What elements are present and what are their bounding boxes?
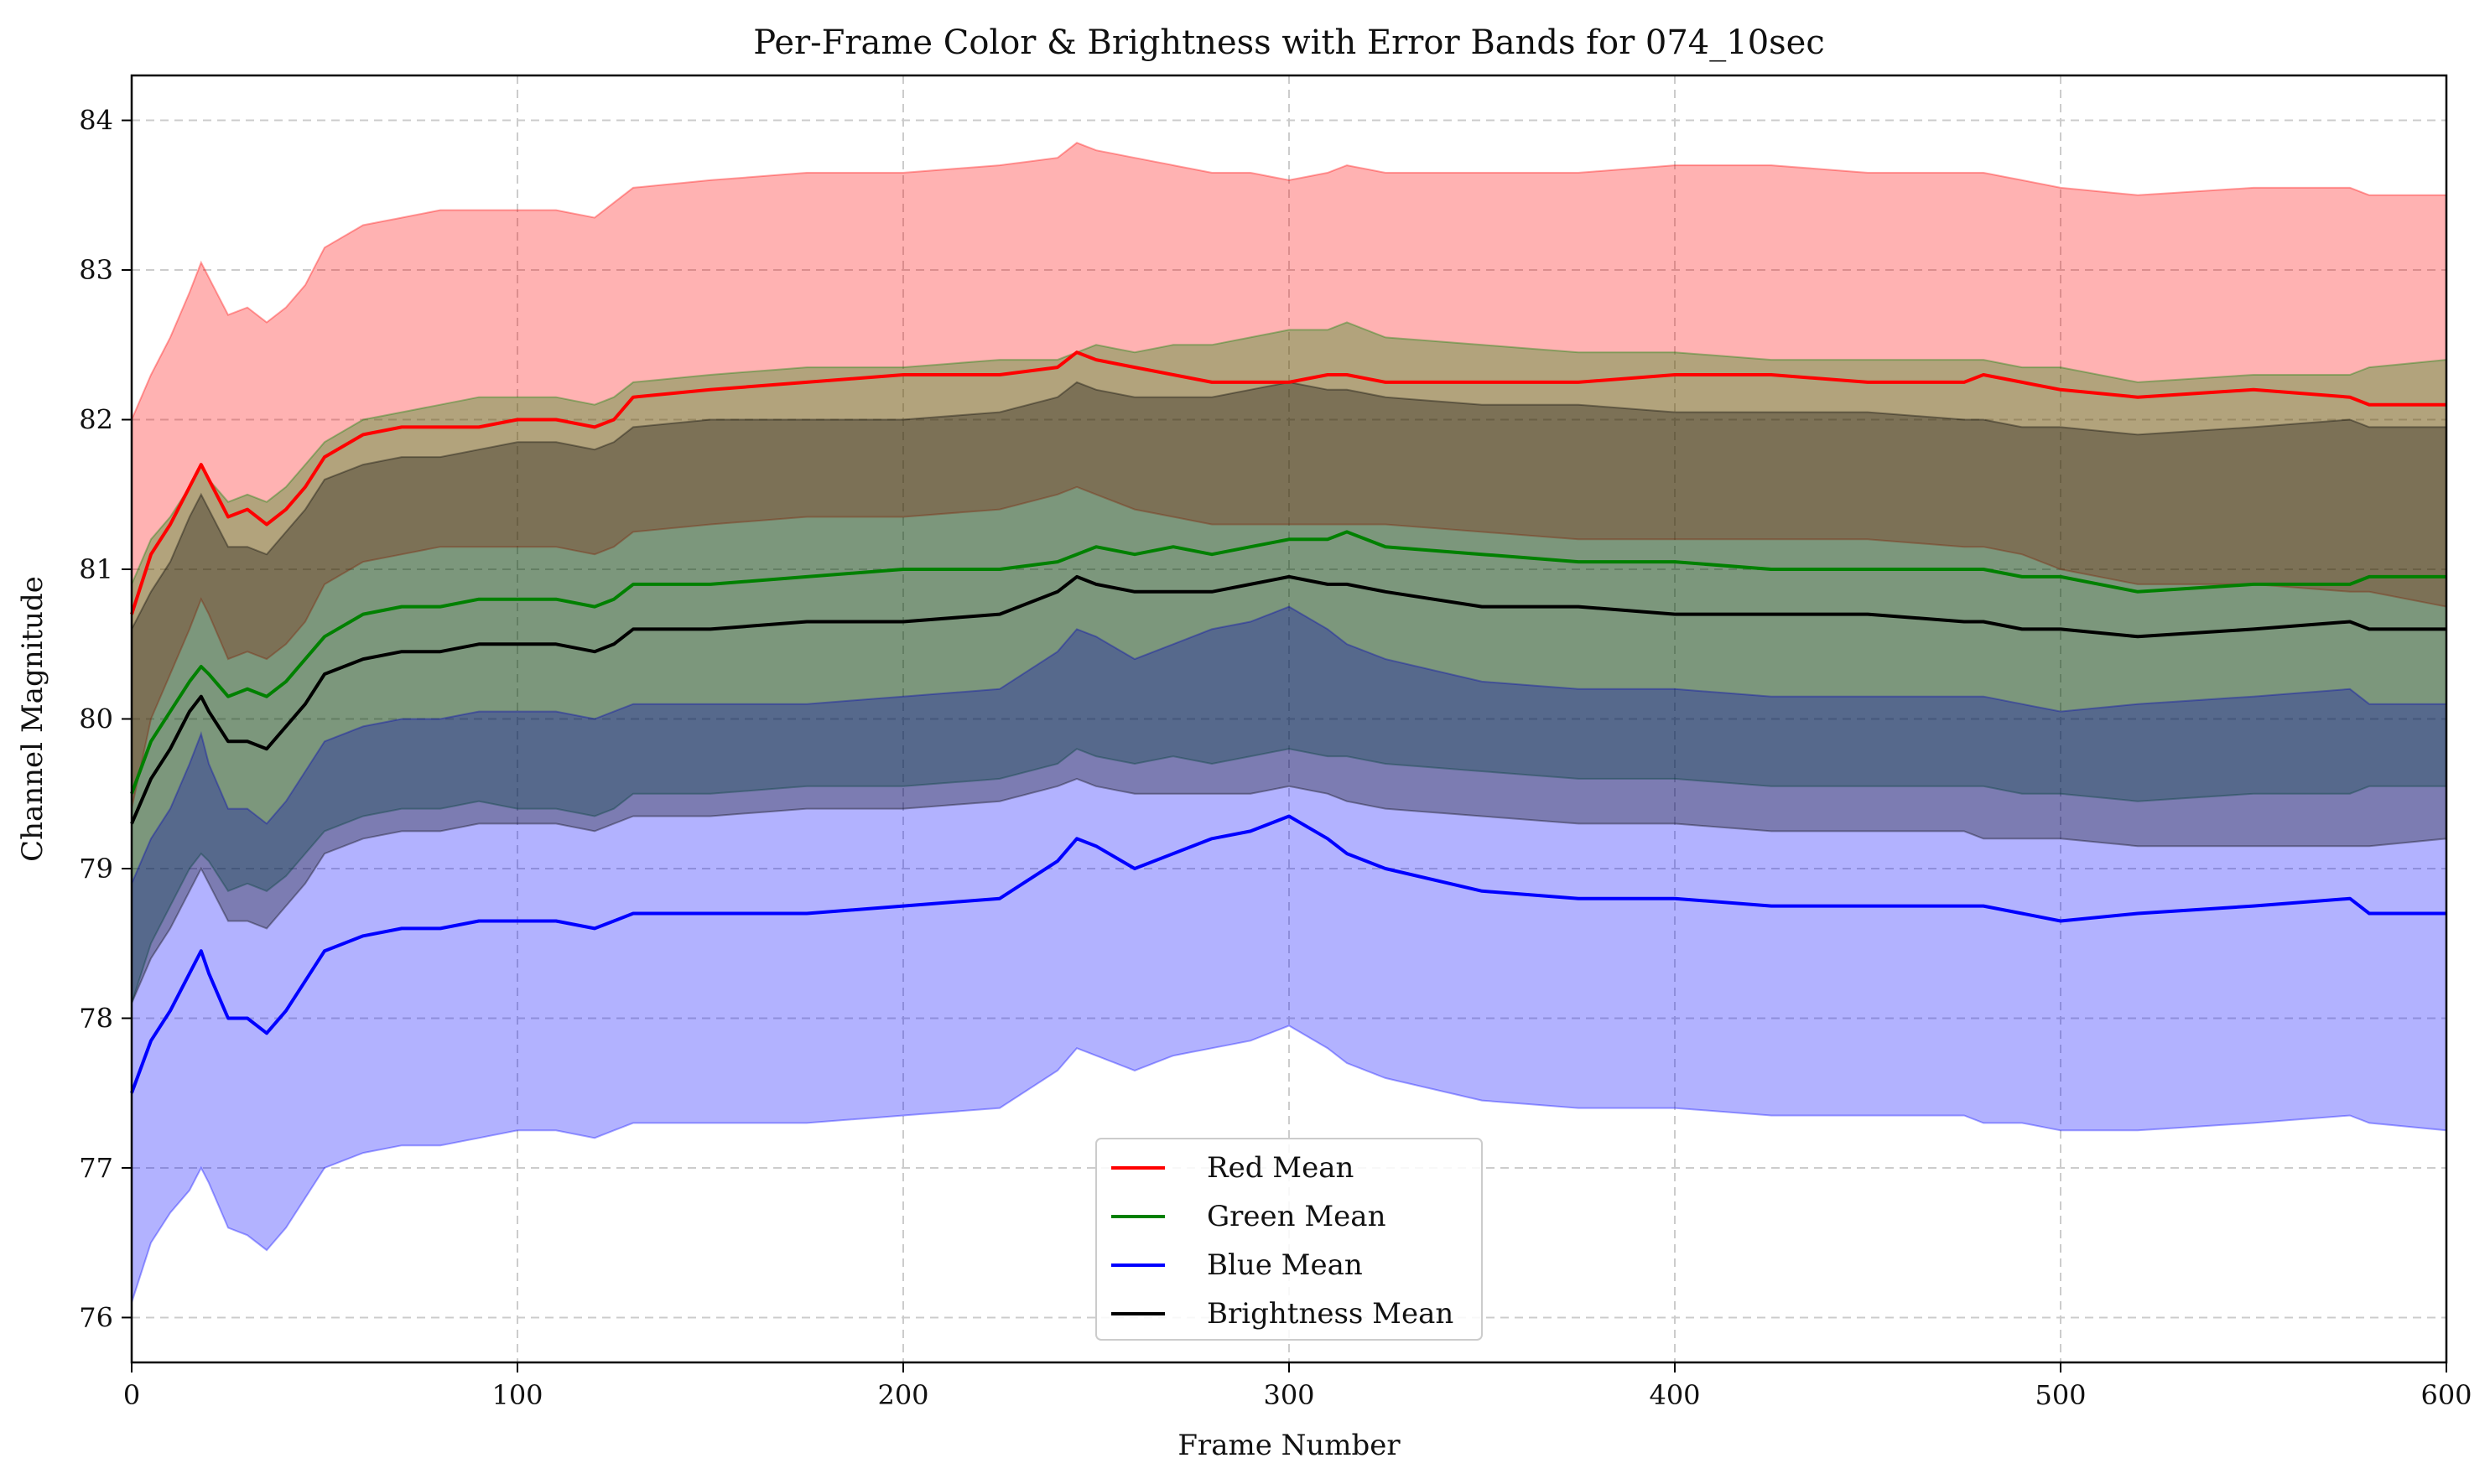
y-tick-label: 79 <box>79 853 113 885</box>
brightness-mean-line <box>130 574 2446 825</box>
legend-box <box>1095 1138 1483 1341</box>
y-tick-label: 78 <box>79 1002 113 1034</box>
legend-label: Red Mean <box>1207 1151 1354 1185</box>
y-tick-label: 81 <box>79 553 113 585</box>
y-axis-label: Channel Magnitude <box>16 576 49 862</box>
axis-ticks: 0 100 200 300 400 500 600 76 77 78 79 80 81 82 83 84 <box>79 105 2472 1411</box>
x-axis-label: Frame Number <box>1177 1429 1401 1462</box>
y-tick-label: 83 <box>79 254 113 286</box>
grid <box>131 75 2447 1362</box>
x-tick-label: 300 <box>1263 1379 1314 1411</box>
x-tick-label: 500 <box>2035 1379 2086 1411</box>
y-tick-label: 80 <box>79 703 113 735</box>
legend-label: Brightness Mean <box>1207 1297 1453 1331</box>
legend-label: Green Mean <box>1207 1200 1385 1233</box>
x-tick-label: 0 <box>123 1379 140 1411</box>
y-tick-label: 84 <box>79 105 113 137</box>
legend: Red Mean Green Mean Blue Mean Brightness Me… <box>1095 1138 1483 1341</box>
x-tick-label: 100 <box>491 1379 543 1411</box>
legend-label: Blue Mean <box>1207 1248 1363 1282</box>
y-tick-label: 82 <box>79 404 113 436</box>
red-mean-line <box>130 350 2446 615</box>
green-mean-line <box>130 530 2446 795</box>
y-tick-label: 76 <box>79 1301 113 1333</box>
blue-mean-line <box>130 814 2446 1094</box>
series-lines <box>130 350 2446 1094</box>
x-tick-label: 600 <box>2420 1379 2472 1411</box>
x-tick-label: 200 <box>877 1379 928 1411</box>
y-tick-label: 77 <box>79 1152 113 1184</box>
chart-title: Per-Frame Color & Brightness with Error … <box>753 23 1825 62</box>
error-bands <box>131 142 2447 1303</box>
x-tick-label: 400 <box>1649 1379 1700 1411</box>
